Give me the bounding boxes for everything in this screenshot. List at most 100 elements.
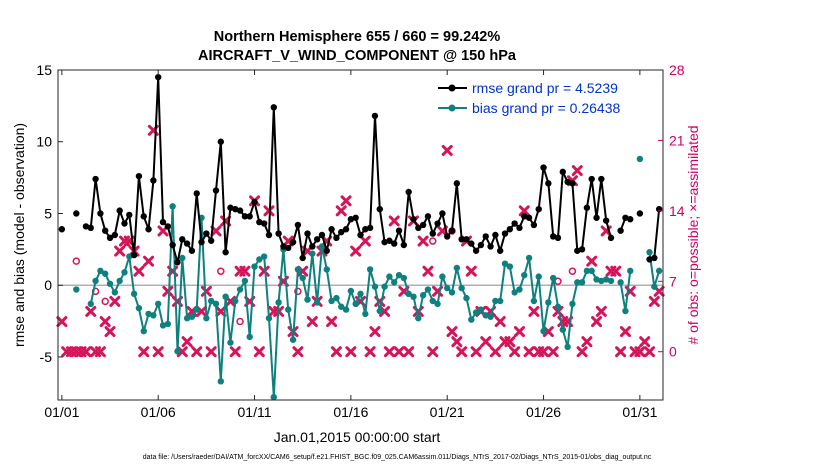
obs-assimilated-marker-shape	[403, 346, 415, 358]
bias-point	[135, 304, 143, 312]
legend-bias-label: bias grand pr = 0.26438	[472, 100, 620, 116]
obs-assimilated-marker	[200, 285, 212, 297]
x-tick-label: 01/26	[526, 404, 561, 420]
obs-assimilated-marker-shape	[292, 346, 304, 358]
obs-assimilated-marker-shape	[104, 326, 116, 338]
rmse-point	[362, 226, 369, 233]
obs-assimilated-marker-shape	[388, 215, 400, 227]
obs-assimilated-marker	[470, 346, 482, 358]
rmse-point	[492, 231, 499, 239]
bias-point	[554, 303, 562, 310]
obs-assimilated-marker-shape	[427, 346, 439, 358]
bias-point	[232, 297, 239, 305]
rmse-point	[506, 226, 514, 233]
obs-assimilated-marker-shape	[615, 346, 627, 358]
rmse-point	[429, 230, 436, 237]
obs-assimilated-marker	[104, 326, 116, 338]
rmse-point	[102, 227, 109, 234]
bias-point	[183, 315, 191, 322]
rmse-point	[516, 224, 523, 232]
rmse-point	[453, 180, 461, 187]
obs-assimilated-marker	[581, 336, 593, 348]
bias-point	[313, 299, 321, 306]
rmse-point	[487, 243, 494, 250]
rmse-point	[545, 180, 552, 187]
bias-point	[126, 253, 133, 260]
bias-point	[569, 300, 576, 308]
obs-assimilated-marker-shape	[99, 316, 111, 328]
bias-point	[222, 293, 229, 300]
rmse-point	[371, 112, 379, 120]
rmse-point	[318, 231, 326, 239]
obs-assimilated-marker-shape	[494, 316, 506, 328]
rmse-point	[386, 237, 393, 244]
obs-possible-marker	[568, 267, 577, 275]
obs-assimilated-marker-shape	[239, 265, 251, 277]
obs-assimilated-marker	[456, 346, 468, 358]
bias-point	[145, 310, 152, 318]
rmse-point	[651, 254, 658, 262]
bias-point	[246, 333, 253, 341]
rmse-point	[150, 177, 157, 184]
bias-point	[323, 266, 330, 273]
rmse-point	[145, 226, 152, 233]
bias-point	[285, 306, 292, 313]
rmse-point	[130, 251, 138, 259]
bias-point	[405, 290, 412, 298]
rmse-point	[241, 213, 249, 220]
obs-assimilated-marker-shape	[383, 346, 395, 358]
obs-assimilated-marker	[306, 316, 318, 328]
bias-point	[492, 297, 499, 305]
y-tick-label-right: 21	[669, 132, 685, 148]
obs-assimilated-marker	[465, 265, 477, 277]
obs-assimilated-marker-shape	[451, 336, 463, 348]
rmse-point	[569, 180, 576, 187]
obs-assimilated-marker	[422, 265, 434, 277]
obs-assimilated-marker	[326, 316, 338, 328]
obs-assimilated-marker	[359, 235, 371, 247]
obs-assimilated-marker-shape	[191, 346, 203, 358]
rmse-point	[622, 214, 629, 221]
bias-point	[521, 271, 528, 279]
obs-assimilated-marker	[441, 144, 453, 156]
obs-assimilated-marker-shape	[518, 205, 530, 217]
y-tick-label-left: 10	[36, 134, 52, 150]
obs-assimilated-marker-shape	[489, 346, 501, 358]
bias-point	[636, 155, 644, 163]
rmse-point	[448, 227, 456, 234]
obs-assimilated-marker	[504, 336, 516, 348]
bias-point	[347, 287, 355, 295]
rmse-point	[352, 214, 359, 221]
bias-point	[602, 276, 610, 283]
rmse-point	[135, 172, 143, 180]
y-tick-label-right: 0	[669, 344, 677, 360]
rmse-point	[140, 213, 147, 220]
bias-point	[140, 327, 147, 335]
bias-point	[410, 293, 417, 300]
y-tick-label-left: 5	[44, 205, 52, 221]
rmse-point	[400, 241, 408, 249]
bias-point	[102, 270, 109, 277]
bias-point	[559, 326, 567, 333]
rmse-point	[309, 243, 316, 250]
obs-assimilated-marker	[571, 165, 583, 177]
rmse-point	[468, 240, 475, 247]
bias-point	[256, 256, 263, 263]
obs-assimilated-marker-shape	[446, 326, 458, 338]
obs-assimilated-marker	[292, 346, 304, 358]
obs-assimilated-marker-shape	[639, 336, 651, 348]
bias-point	[241, 277, 249, 285]
bias-point	[116, 277, 123, 285]
y-tick-label-left: 0	[44, 277, 52, 293]
obs-assimilated-marker-shape	[345, 346, 357, 358]
rmse-point	[73, 210, 80, 217]
bias-point	[318, 243, 326, 250]
rmse-point	[646, 256, 653, 263]
rmse-point	[232, 205, 239, 213]
obs-assimilated-marker	[258, 265, 270, 277]
rmse-point	[304, 230, 311, 237]
obs-assimilated-marker-shape	[465, 265, 477, 277]
obs-assimilated-marker-shape	[513, 326, 525, 338]
obs-assimilated-marker	[518, 205, 530, 217]
rmse-point	[381, 238, 388, 246]
